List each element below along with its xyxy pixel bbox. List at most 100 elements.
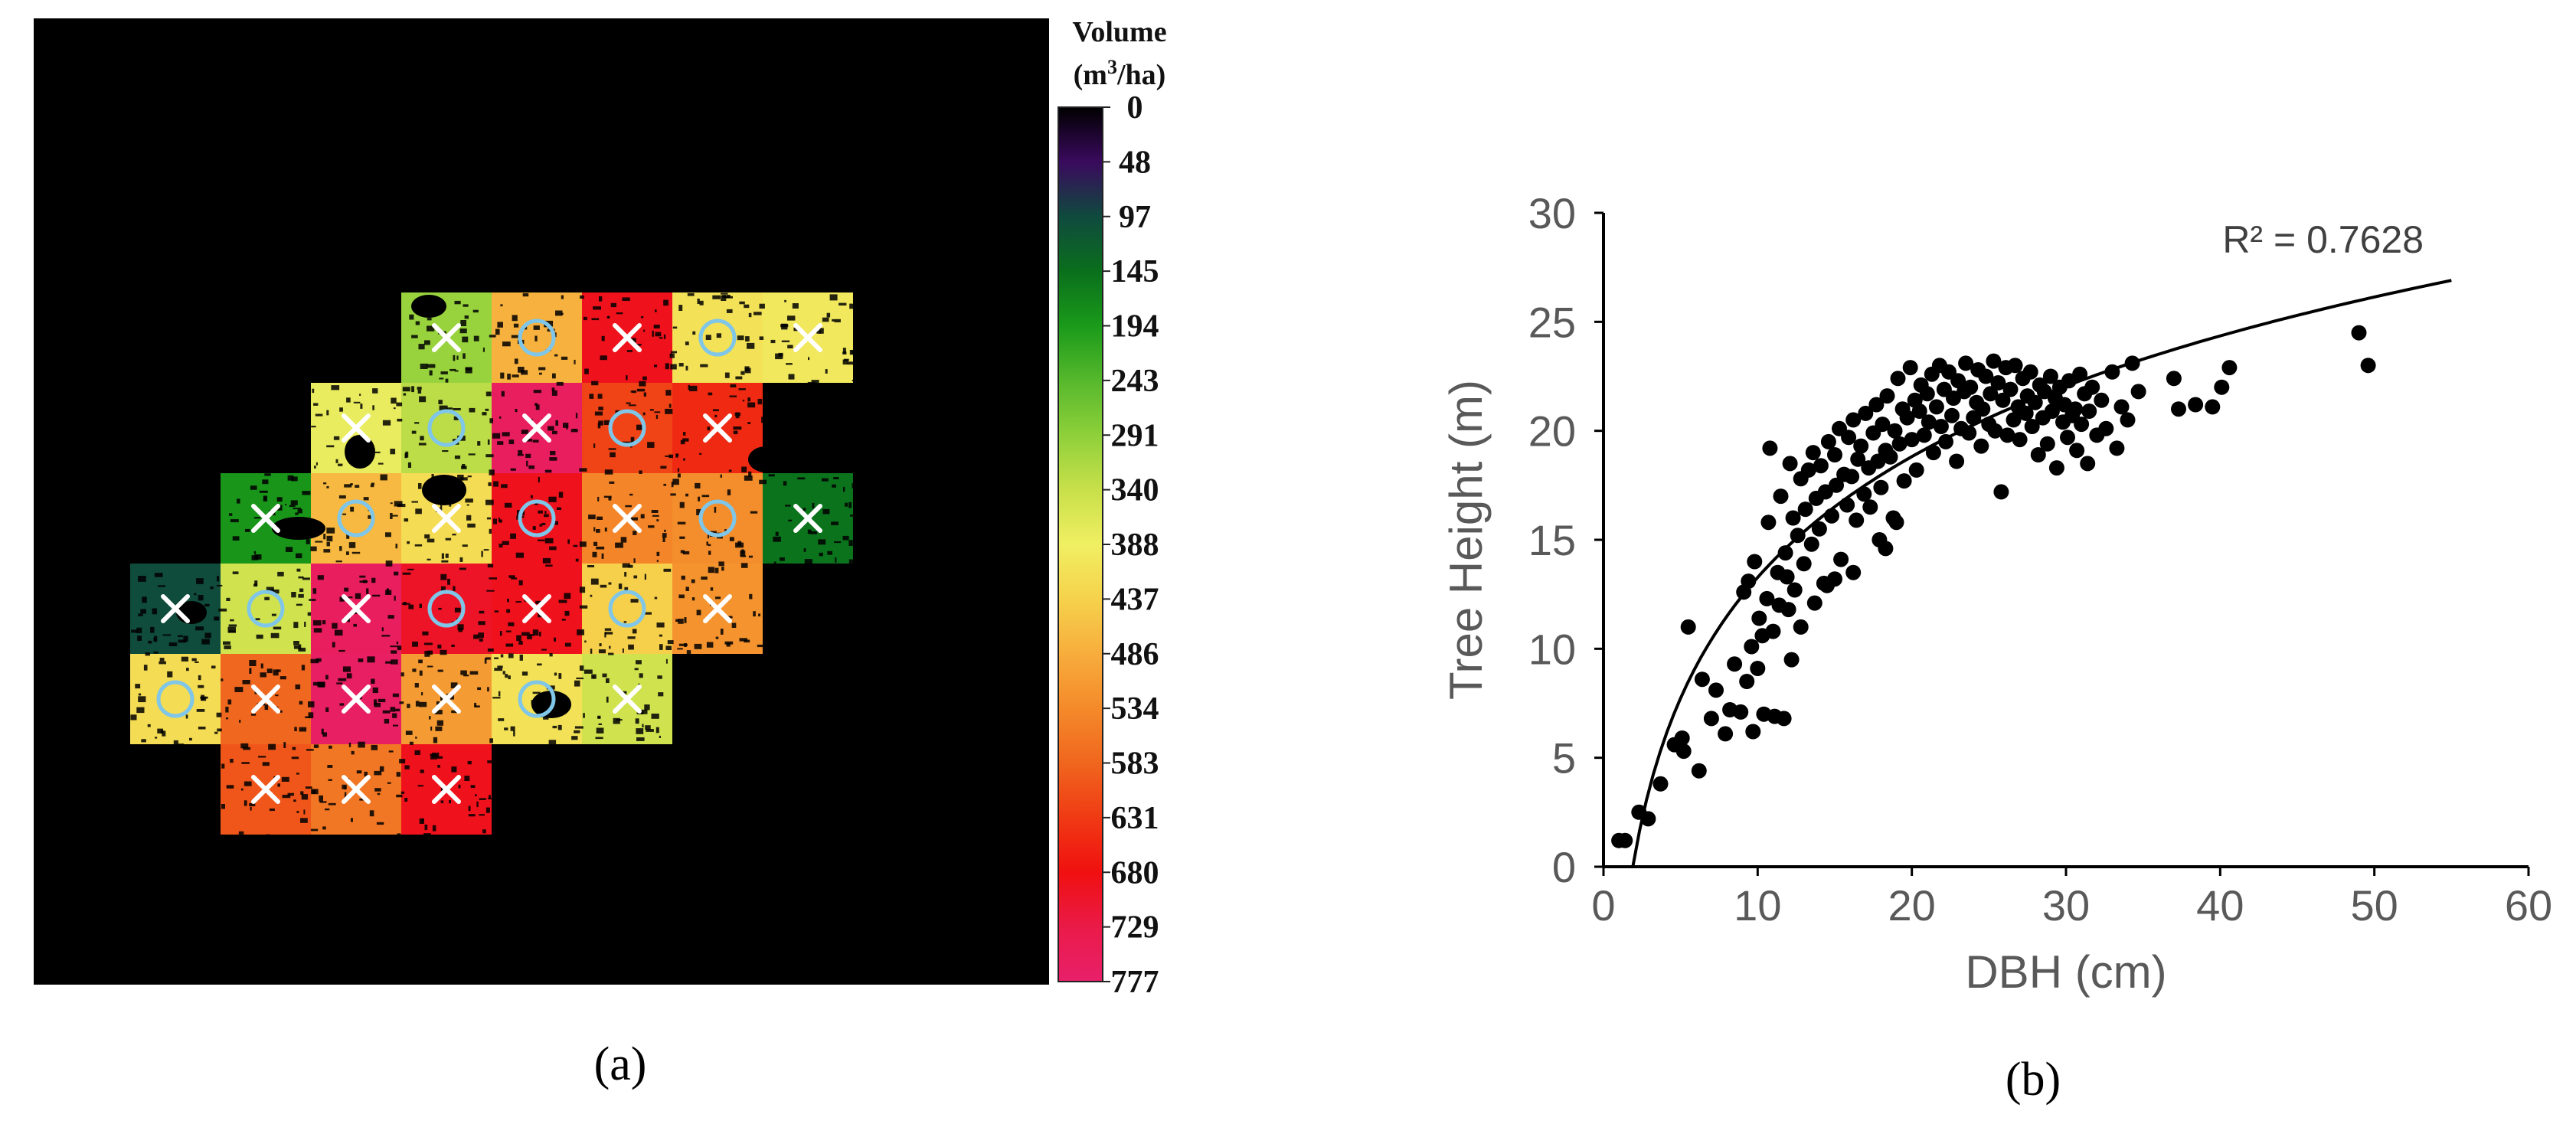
gap-speck <box>712 409 719 412</box>
gap-speck <box>826 312 831 318</box>
scatter-point <box>1675 743 1692 760</box>
gap-speck <box>468 814 476 817</box>
gap-speck <box>391 397 397 404</box>
gap-speck <box>618 583 623 590</box>
gap-speck <box>691 597 695 601</box>
gap-speck <box>221 804 225 809</box>
gap-speck <box>403 393 407 396</box>
scatter-point <box>1908 462 1924 478</box>
gap-speck <box>290 500 298 505</box>
scatter-point <box>1949 453 1965 469</box>
large-gap <box>422 475 466 505</box>
gap-speck <box>325 675 329 680</box>
colorbar-ticks: 0 48 97 145 194 243 291 340 388 437 486 534 583 631 68… <box>1103 90 1159 1000</box>
gap-speck <box>437 765 440 768</box>
gap-speck <box>307 612 311 616</box>
panel-b-label: (b) <box>2006 1054 2061 1106</box>
gap-speck <box>253 517 261 519</box>
colorbar-tick-label: 145 <box>1111 254 1159 289</box>
gap-speck <box>417 389 422 394</box>
gap-speck <box>435 726 443 731</box>
gap-speck <box>411 335 418 338</box>
gap-speck <box>706 642 714 648</box>
scatter-point <box>2012 432 2028 448</box>
gap-speck <box>574 730 580 734</box>
gap-speck <box>346 596 353 599</box>
gap-speck <box>451 644 455 647</box>
gap-speck <box>297 508 302 514</box>
gap-speck <box>516 635 521 642</box>
circle-marker <box>427 590 466 628</box>
gap-speck <box>394 571 399 576</box>
gap-speck <box>684 617 687 623</box>
gap-speck <box>527 635 532 639</box>
gap-speck <box>682 438 689 442</box>
large-gap <box>345 435 375 469</box>
gap-speck <box>429 716 431 720</box>
gap-speck <box>221 678 224 681</box>
gap-speck <box>688 384 690 390</box>
gap-speck <box>609 481 615 484</box>
scatter-point <box>2094 392 2110 408</box>
gap-speck <box>400 672 404 677</box>
scatter-point <box>1925 445 1941 461</box>
scatter-point <box>2171 401 2186 417</box>
gap-speck <box>463 304 469 307</box>
gap-speck <box>459 557 463 562</box>
gap-speck <box>299 727 307 732</box>
scatter-point <box>1983 386 1999 402</box>
gap-speck <box>230 619 234 622</box>
gap-speck <box>665 408 673 414</box>
gap-speck <box>632 390 636 394</box>
gap-speck <box>280 676 286 680</box>
gap-speck <box>504 502 512 508</box>
gap-speck <box>359 575 366 578</box>
gap-speck <box>368 515 372 519</box>
gap-speck <box>843 486 845 492</box>
panel-b-scatter: 0 10 20 30 40 50 60 0 5 10 15 20 25 30 R² = 0.7628 DB… <box>1440 189 2552 1106</box>
gap-speck <box>449 799 451 804</box>
gap-speck <box>366 588 369 594</box>
gap-speck <box>758 613 760 617</box>
colorbar-tick-label: 388 <box>1111 528 1159 563</box>
scatter-point <box>1978 368 1994 384</box>
gap-speck <box>788 519 793 521</box>
gap-speck <box>651 510 659 513</box>
gap-speck <box>497 322 503 328</box>
gap-speck <box>293 622 299 629</box>
gap-speck <box>291 592 296 598</box>
gap-speck <box>479 814 485 816</box>
gap-speck <box>482 412 487 416</box>
scatter-point <box>2068 401 2084 417</box>
gap-speck <box>402 572 411 575</box>
gap-speck <box>741 466 747 472</box>
gap-speck <box>589 394 594 399</box>
gap-speck <box>396 772 401 777</box>
gap-speck <box>198 595 204 601</box>
gap-speck <box>312 588 317 594</box>
gap-speck <box>395 544 398 549</box>
gap-speck <box>419 603 422 609</box>
gap-speck <box>822 317 829 322</box>
gap-speck <box>518 580 523 586</box>
gap-speck <box>173 740 178 745</box>
gap-speck <box>303 809 306 815</box>
gap-speck <box>478 621 485 626</box>
gap-speck <box>487 439 490 445</box>
gap-speck <box>626 350 633 352</box>
gap-speck <box>277 783 280 787</box>
gap-speck <box>322 826 326 830</box>
scatter-axes: 0 10 20 30 40 50 60 0 5 10 15 20 25 30 <box>1528 189 2552 930</box>
gap-speck <box>554 354 558 357</box>
gap-speck <box>459 477 468 481</box>
gap-speck <box>500 372 505 379</box>
gap-speck <box>355 593 361 600</box>
gap-speck <box>415 508 422 515</box>
r-squared-annotation: R² = 0.7628 <box>2222 218 2424 261</box>
gap-speck <box>787 315 796 321</box>
gap-speck <box>253 551 257 554</box>
gap-speck <box>291 476 298 482</box>
gap-speck <box>696 508 701 515</box>
scatter-point <box>1858 405 1874 421</box>
gap-speck <box>305 786 312 789</box>
